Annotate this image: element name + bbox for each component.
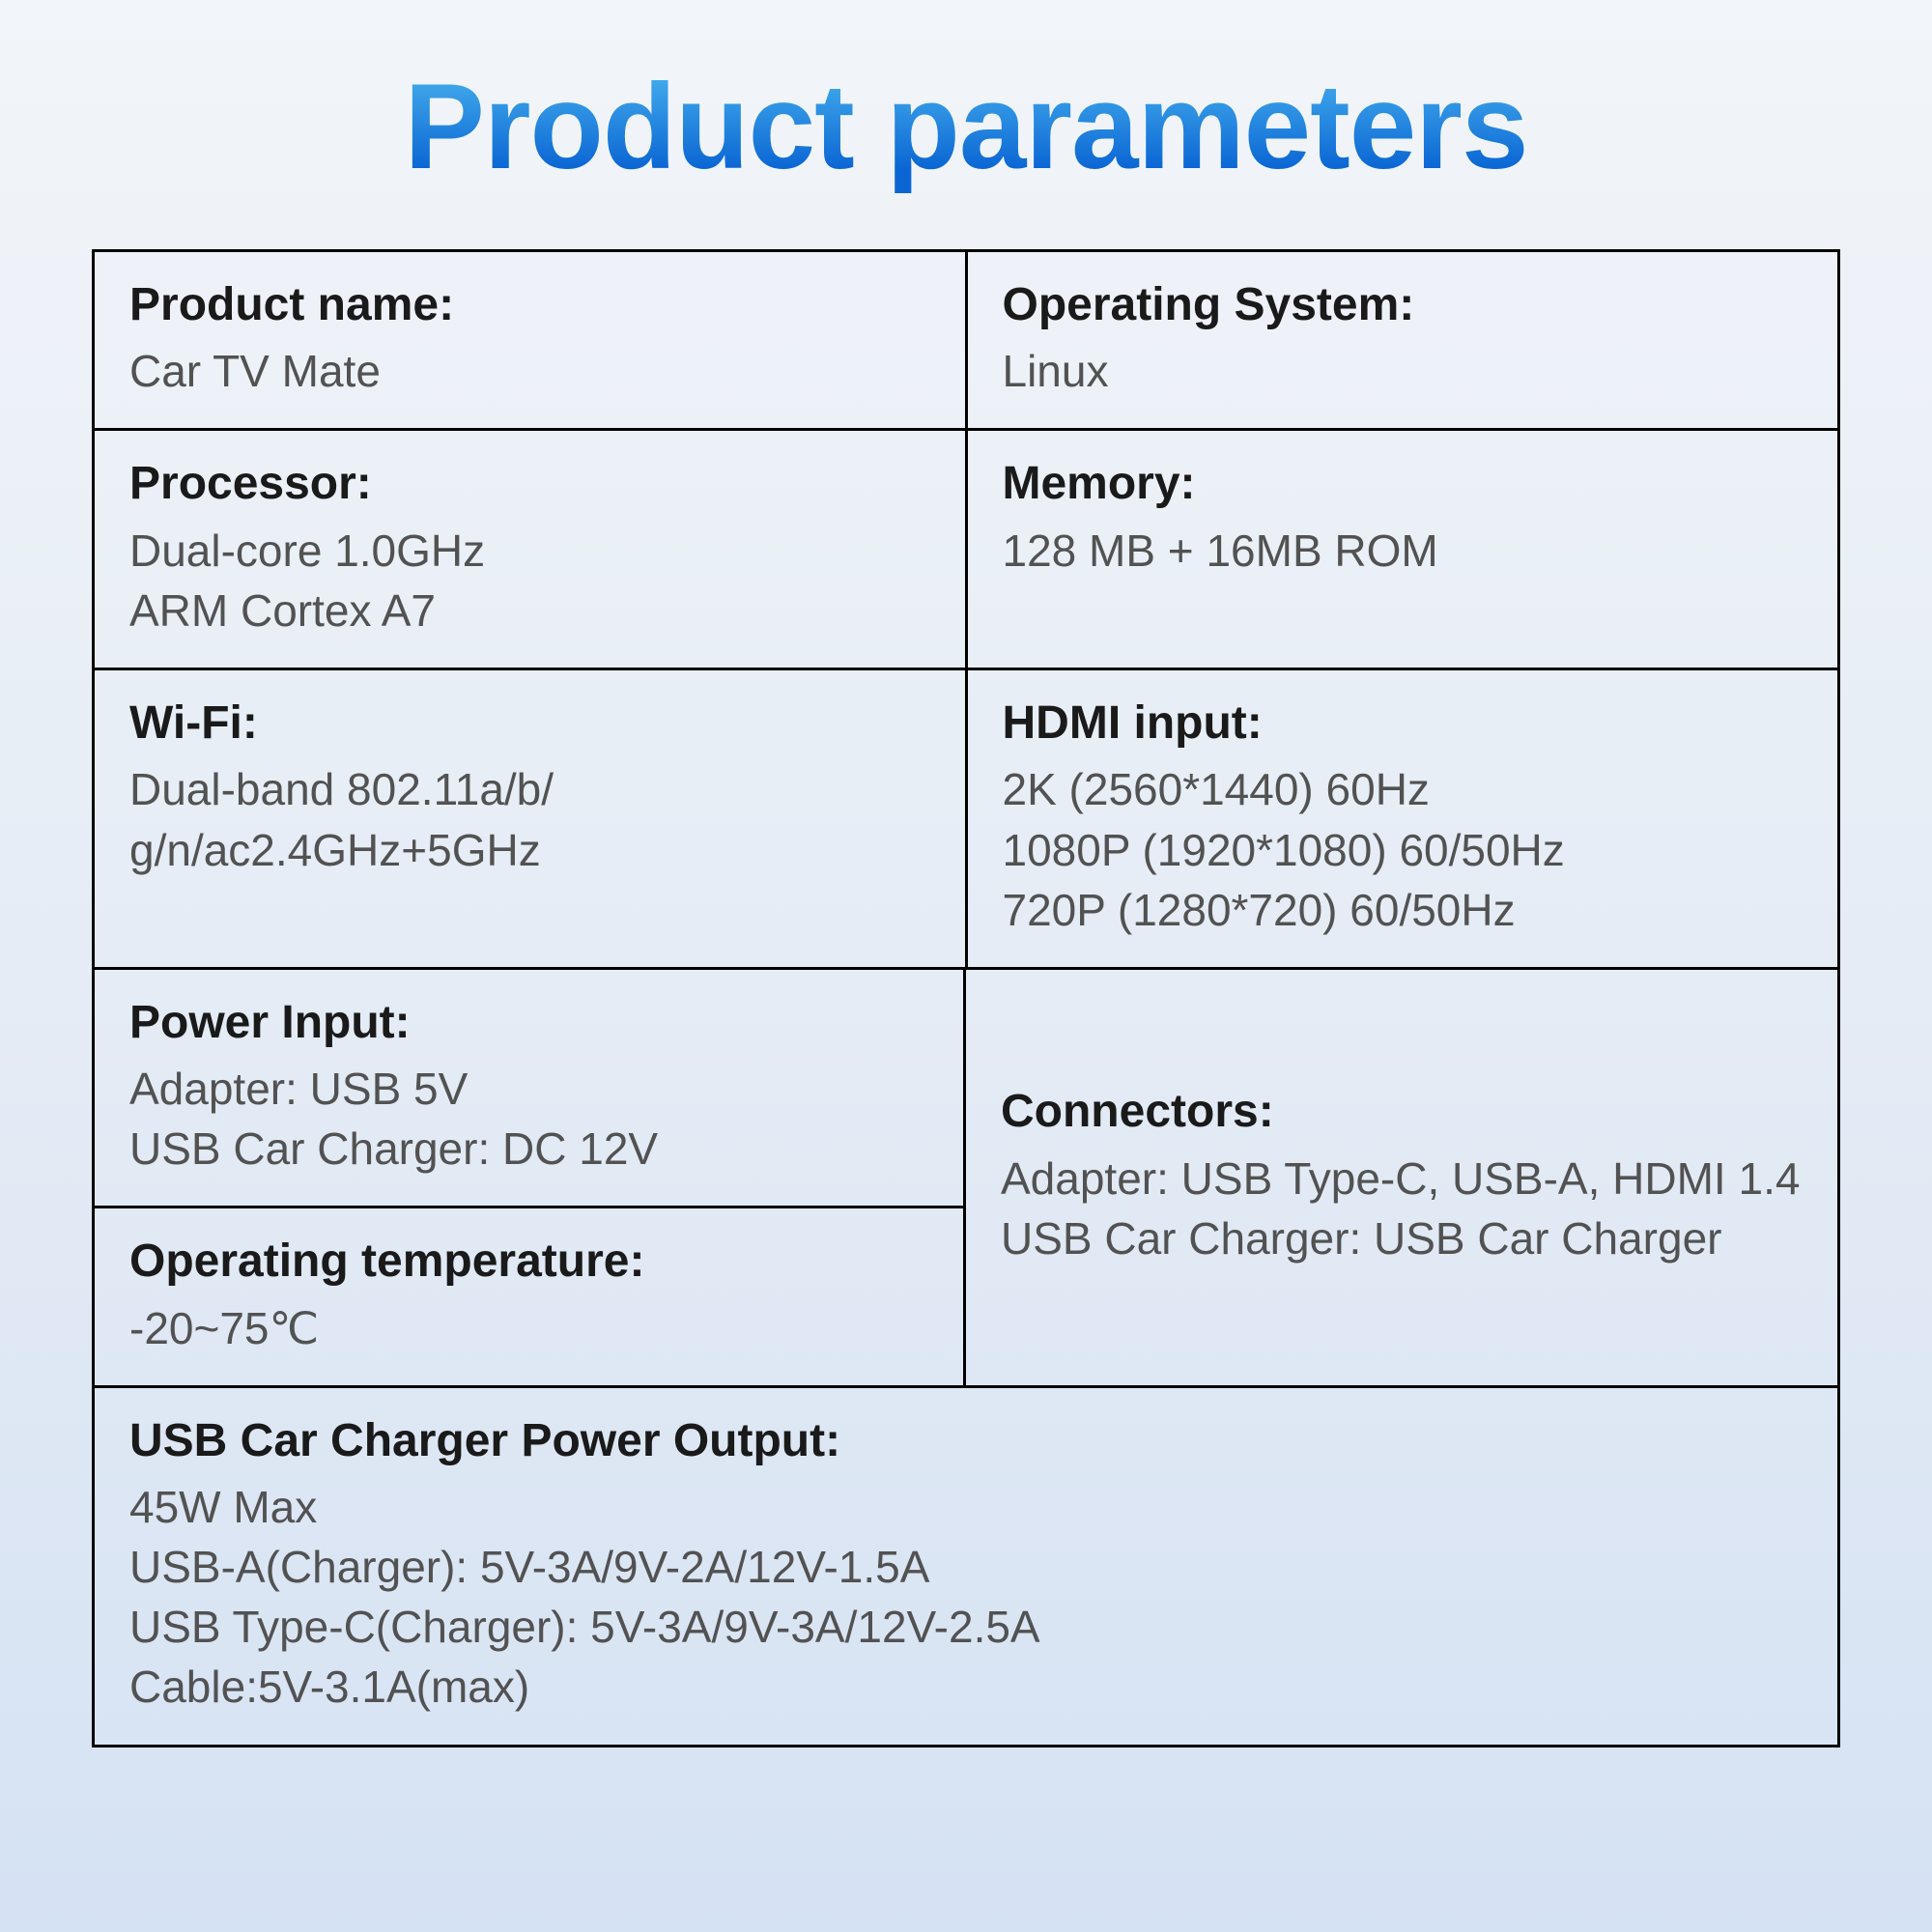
cell-wifi: Wi-Fi: Dual-band 802.11a/b/ g/n/ac2.4GHz…	[95, 670, 968, 970]
label-wifi: Wi-Fi:	[129, 694, 930, 753]
value-product-name: Car TV Mate	[129, 341, 930, 401]
value-processor: Dual-core 1.0GHz ARM Cortex A7	[129, 521, 930, 640]
value-operating-temperature: -20~75℃	[129, 1298, 928, 1358]
cell-product-name: Product name: Car TV Mate	[95, 252, 968, 431]
value-connectors: Adapter: USB Type-C, USB-A, HDMI 1.4 USB…	[1001, 1149, 1803, 1268]
label-processor: Processor:	[129, 454, 930, 514]
table-row: USB Car Charger Power Output: 45W Max US…	[95, 1388, 1837, 1745]
label-operating-temperature: Operating temperature:	[129, 1232, 928, 1292]
value-power-output: 45W Max USB-A(Charger): 5V-3A/9V-2A/12V-…	[129, 1477, 1803, 1717]
label-hdmi-input: HDMI input:	[1003, 694, 1804, 753]
label-memory: Memory:	[1003, 454, 1804, 514]
cell-operating-temperature: Operating temperature: -20~75℃	[95, 1208, 966, 1387]
value-operating-system: Linux	[1003, 341, 1804, 401]
cell-hdmi-input: HDMI input: 2K (2560*1440) 60Hz 1080P (1…	[968, 670, 1838, 970]
value-wifi: Dual-band 802.11a/b/ g/n/ac2.4GHz+5GHz	[129, 759, 930, 879]
value-power-input: Adapter: USB 5V USB Car Charger: DC 12V	[129, 1059, 928, 1179]
label-product-name: Product name:	[129, 275, 930, 335]
cell-memory: Memory: 128 MB + 16MB ROM	[968, 431, 1838, 670]
value-hdmi-input: 2K (2560*1440) 60Hz 1080P (1920*1080) 60…	[1003, 759, 1804, 939]
spec-table: Product name: Car TV Mate Operating Syst…	[92, 249, 1840, 1747]
label-connectors: Connectors:	[1001, 1082, 1803, 1142]
cell-power-input: Power Input: Adapter: USB 5V USB Car Cha…	[95, 970, 966, 1209]
label-power-input: Power Input:	[129, 993, 928, 1053]
table-row: Processor: Dual-core 1.0GHz ARM Cortex A…	[95, 431, 1837, 670]
table-row: Wi-Fi: Dual-band 802.11a/b/ g/n/ac2.4GHz…	[95, 670, 1837, 970]
table-row: Power Input: Adapter: USB 5V USB Car Cha…	[95, 970, 1837, 1388]
cell-processor: Processor: Dual-core 1.0GHz ARM Cortex A…	[95, 431, 968, 670]
value-memory: 128 MB + 16MB ROM	[1003, 521, 1804, 581]
table-row: Product name: Car TV Mate Operating Syst…	[95, 252, 1837, 431]
label-power-output: USB Car Charger Power Output:	[129, 1411, 1803, 1471]
cell-operating-system: Operating System: Linux	[968, 252, 1838, 431]
label-operating-system: Operating System:	[1003, 275, 1804, 335]
cell-power-output: USB Car Charger Power Output: 45W Max US…	[95, 1388, 1837, 1745]
page-title: Product parameters	[92, 58, 1840, 196]
cell-connectors: Connectors: Adapter: USB Type-C, USB-A, …	[966, 970, 1837, 1388]
